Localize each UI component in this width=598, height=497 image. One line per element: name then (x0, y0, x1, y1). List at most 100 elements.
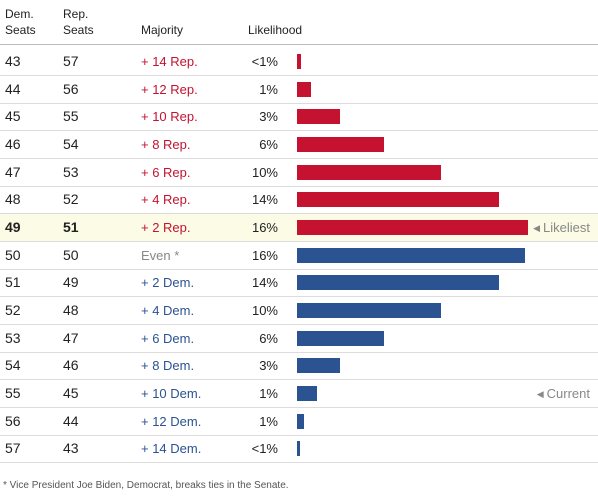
rep-seats-cell: 55 (63, 108, 79, 125)
header-rep-seats: Rep. Seats (63, 7, 94, 37)
likelihood-label: 1% (259, 81, 278, 97)
majority-cell: + 10 Rep. (141, 109, 198, 125)
likelihood-bar (297, 109, 341, 125)
likelihood-label: 3% (259, 358, 278, 374)
likelihood-bar (297, 330, 384, 346)
majority-cell: + 14 Dem. (141, 441, 202, 457)
rep-seats-cell: 51 (63, 219, 79, 236)
footnote: * Vice President Joe Biden, Democrat, br… (3, 480, 289, 491)
dem-seats-cell: 52 (5, 302, 21, 319)
dem-seats-cell: 45 (5, 108, 21, 125)
majority-cell: Even * (141, 247, 180, 263)
table-row: 55 45 + 10 Dem. 1% ◀ Current (0, 380, 598, 409)
rep-seats-cell: 56 (63, 80, 79, 97)
likelihood-bar (297, 137, 384, 152)
dem-seats-cell: 57 (5, 440, 21, 457)
rep-seats-cell: 50 (63, 246, 79, 263)
annotation-current: ◀ Current (537, 380, 590, 407)
majority-cell: + 2 Rep. (141, 220, 191, 236)
table-row: 52 48 + 4 Dem. 10% (0, 297, 598, 326)
rep-seats-cell: 49 (63, 274, 79, 291)
majority-cell: + 4 Rep. (141, 192, 191, 208)
likelihood-label: 10% (251, 303, 278, 319)
rep-seats-cell: 43 (63, 440, 79, 457)
likelihood-bar (297, 386, 318, 402)
dem-seats-cell: 47 (5, 163, 21, 180)
annotation-label: Likeliest (543, 220, 590, 236)
likelihood-bar (297, 358, 341, 374)
dem-seats-cell: 43 (5, 53, 21, 69)
likelihood-bar (297, 247, 526, 263)
likelihood-bar (297, 220, 528, 236)
table-row: 48 52 + 4 Rep. 14% (0, 186, 598, 215)
majority-cell: + 2 Dem. (141, 275, 195, 291)
table-row: 56 44 + 12 Dem. 1% (0, 408, 598, 436)
dem-seats-cell: 44 (5, 80, 21, 97)
table-row: 46 54 + 8 Rep. 6% (0, 131, 598, 159)
majority-cell: + 8 Rep. (141, 137, 191, 152)
likelihood-label: 1% (259, 413, 278, 429)
rep-seats-cell: 53 (63, 163, 79, 180)
table-row: 51 49 + 2 Dem. 14% (0, 269, 598, 298)
rep-seats-cell: 52 (63, 191, 79, 208)
dem-seats-cell: 56 (5, 412, 21, 429)
dem-seats-cell: 55 (5, 385, 21, 402)
table-row: 47 53 + 6 Rep. 10% (0, 159, 598, 187)
table-row: 54 46 + 8 Dem. 3% (0, 352, 598, 381)
likelihood-label: 14% (251, 192, 278, 208)
dem-seats-cell: 51 (5, 274, 21, 291)
rep-seats-cell: 46 (63, 357, 79, 374)
annotation-likeliest: ◀ Likeliest (533, 214, 590, 241)
dem-seats-cell: 49 (5, 219, 21, 236)
likelihood-bar (297, 413, 305, 429)
rep-seats-cell: 48 (63, 302, 79, 319)
rep-seats-cell: 45 (63, 385, 79, 402)
table-row: 45 55 + 10 Rep. 3% (0, 103, 598, 132)
likelihood-label: 14% (251, 275, 278, 291)
triangle-left-icon: ◀ (533, 223, 541, 234)
header-likelihood: Likelihood (248, 23, 303, 37)
rep-seats-cell: 57 (63, 53, 79, 69)
likelihood-bar (297, 275, 500, 291)
likelihood-label: 6% (259, 137, 278, 152)
rep-seats-cell: 54 (63, 136, 79, 152)
likelihood-label: <1% (251, 54, 278, 69)
likelihood-label: <1% (251, 441, 278, 457)
majority-cell: + 12 Rep. (141, 81, 198, 97)
likelihood-label: 16% (251, 247, 278, 263)
majority-cell: + 4 Dem. (141, 303, 195, 319)
majority-cell: + 6 Rep. (141, 164, 191, 180)
table-row: 57 43 + 14 Dem. <1% (0, 435, 598, 464)
table-row: 49 51 + 2 Rep. 16% ◀ Likeliest (0, 214, 598, 243)
rep-seats-cell: 47 (63, 329, 79, 346)
likelihood-label: 6% (259, 330, 278, 346)
majority-cell: + 12 Dem. (141, 413, 202, 429)
likelihood-label: 1% (259, 386, 278, 402)
likelihood-label: 3% (259, 109, 278, 125)
likelihood-bar (297, 81, 312, 97)
likelihood-bar (297, 303, 442, 319)
dem-seats-cell: 50 (5, 246, 21, 263)
likelihood-bar (297, 54, 302, 69)
dem-seats-cell: 54 (5, 357, 21, 374)
header-divider (0, 44, 598, 45)
table-row: 53 47 + 6 Dem. 6% (0, 325, 598, 353)
rep-seats-cell: 44 (63, 412, 79, 429)
table-row: 44 56 + 12 Rep. 1% (0, 76, 598, 104)
majority-cell: + 8 Dem. (141, 358, 195, 374)
table-row: 43 57 + 14 Rep. <1% (0, 48, 598, 76)
header-majority: Majority (141, 23, 184, 37)
dem-seats-cell: 53 (5, 329, 21, 346)
table-row: 50 50 Even * 16% (0, 242, 598, 270)
annotation-label: Current (546, 386, 590, 402)
majority-cell: + 14 Rep. (141, 54, 198, 69)
likelihood-label: 10% (251, 164, 278, 180)
majority-cell: + 6 Dem. (141, 330, 195, 346)
majority-cell: + 10 Dem. (141, 386, 202, 402)
dem-seats-cell: 46 (5, 136, 21, 152)
triangle-left-icon: ◀ (536, 389, 544, 400)
likelihood-bar (297, 441, 300, 457)
header-dem-seats: Dem. Seats (5, 7, 36, 37)
likelihood-bar (297, 192, 500, 208)
likelihood-bar (297, 164, 442, 180)
